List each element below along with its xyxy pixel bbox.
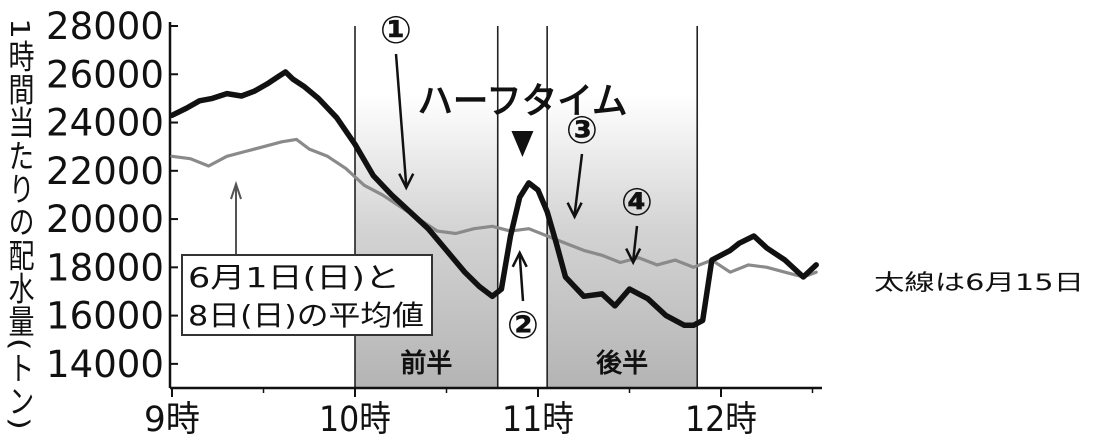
side-note: 太線は6月15日 (874, 271, 1084, 296)
y-tick-label: 28000 (46, 5, 164, 48)
legend-text-line: 8日(日)の平均値 (188, 299, 424, 332)
marker-arrow-head (511, 250, 528, 268)
shaded-period-2 (547, 95, 698, 388)
shaded-period-1 (355, 95, 498, 388)
marker-arrow-line (394, 53, 408, 186)
marker-arrow-line (631, 225, 639, 261)
marker-arrow-line (518, 254, 525, 302)
marker-label-2: ② (507, 303, 539, 347)
legend-box (181, 254, 433, 336)
halftime-label: ハーフタイム (417, 81, 627, 122)
x-tick-label: 10時 (319, 400, 391, 440)
period-label-1: 前半 (400, 348, 452, 379)
marker-arrow-head (625, 247, 642, 266)
y-tick-label: 20000 (46, 198, 164, 241)
x-tick-label: 9時 (144, 400, 200, 440)
marker-arrow-line (573, 153, 584, 215)
marker-label-3: ③ (566, 108, 598, 152)
y-tick-label: 26000 (46, 53, 164, 96)
y-tick-label: 18000 (46, 246, 164, 289)
y-tick-label: 24000 (46, 102, 164, 145)
series-june15-line (169, 69, 819, 329)
y-tick-label: 22000 (46, 150, 164, 193)
x-tick-label: 11時 (502, 400, 574, 440)
y-tick-label: 14000 (46, 343, 164, 386)
halftime-marker-triangle (511, 131, 534, 157)
marker-arrow-head (566, 202, 583, 220)
legend-text-line: 6月1日(日)と (188, 261, 400, 294)
marker-label-1: ① (380, 8, 412, 52)
period-label-2: 後半 (596, 348, 648, 379)
marker-arrow-head (398, 173, 415, 191)
marker-label-4: ④ (621, 180, 653, 224)
x-tick-label: 12時 (685, 400, 757, 440)
y-axis-label: 1時間当たりの配水量(トン) (4, 18, 34, 430)
legend-pointer-arrow (230, 180, 242, 200)
y-tick-label: 16000 (46, 295, 164, 338)
